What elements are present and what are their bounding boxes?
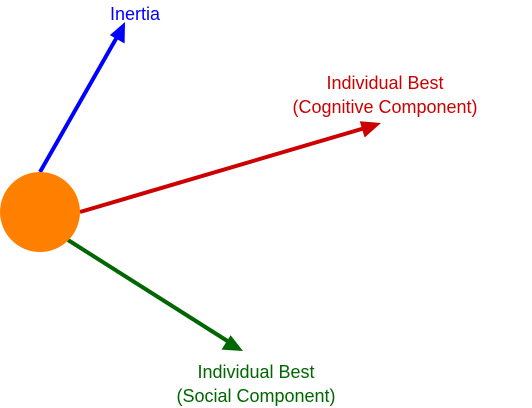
social-label-line2: (Social Component) xyxy=(176,386,336,406)
social-label: Individual Best (Social Component) xyxy=(150,360,362,408)
cognitive-arrow-shaft xyxy=(79,126,366,214)
cognitive-arrowhead xyxy=(359,121,381,138)
inertia-arrowhead xyxy=(109,22,125,44)
cognitive-label: Individual Best (Cognitive Component) xyxy=(270,71,500,119)
cognitive-label-line2: (Cognitive Component) xyxy=(292,97,478,117)
social-arrowhead xyxy=(221,335,243,351)
inertia-label-text: Inertia xyxy=(109,4,161,24)
inertia-label: Inertia xyxy=(95,2,175,26)
social-arrow-shaft xyxy=(66,238,231,344)
cognitive-label-line1: Individual Best xyxy=(326,73,444,93)
inertia-arrow-shaft xyxy=(38,36,119,173)
particle-circle xyxy=(0,172,80,252)
social-label-line1: Individual Best xyxy=(197,362,315,382)
